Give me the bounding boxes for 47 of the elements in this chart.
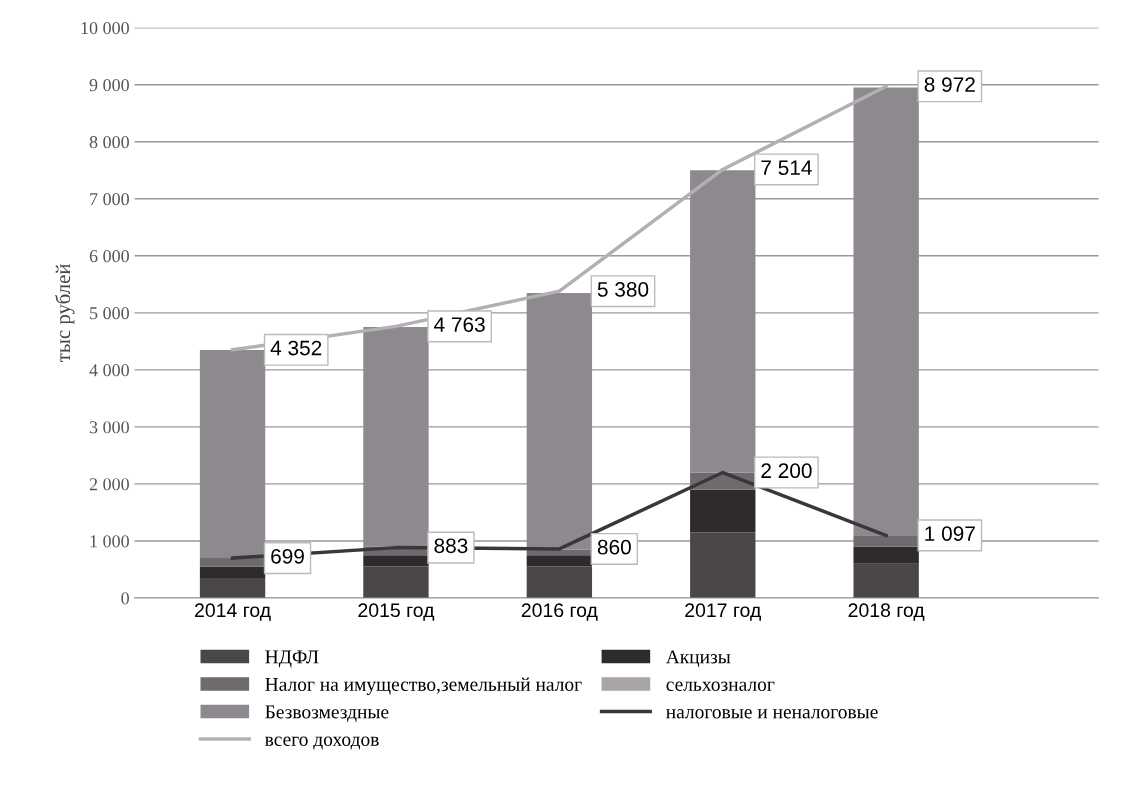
legend-label: всего доходов xyxy=(265,736,379,750)
data-label: 8 972 xyxy=(924,77,975,92)
bar xyxy=(526,566,593,598)
bar xyxy=(526,292,593,550)
y-tick-label: 5 000 xyxy=(90,307,129,320)
data-label: 699 xyxy=(271,548,304,564)
y-tick-label: 0 xyxy=(121,592,129,605)
data-label: 7 514 xyxy=(761,160,812,176)
legend-label: сельхозналог xyxy=(666,681,775,691)
bar xyxy=(363,327,429,547)
y-tick-label: 2 000 xyxy=(89,478,129,491)
y-tick-label: 6 000 xyxy=(89,250,129,263)
x-tick-label: 2015 год xyxy=(358,603,435,621)
bar xyxy=(199,558,266,567)
x-tick-label: 2014 год xyxy=(195,603,271,621)
data-label: 4 763 xyxy=(434,317,485,332)
bar xyxy=(853,87,919,536)
bar xyxy=(690,489,756,533)
bar xyxy=(199,578,266,598)
x-tick-label: 2018 год xyxy=(848,603,925,621)
legend-label: Безвозмездные xyxy=(265,705,389,723)
legend-label: НДФЛ xyxy=(265,650,319,668)
data-label: 5 380 xyxy=(597,282,649,297)
data-label: 4 352 xyxy=(270,340,322,356)
y-tick-label: 3 000 xyxy=(89,421,129,434)
bar xyxy=(363,566,429,598)
legend-label: налоговые и неналоговые xyxy=(666,709,878,719)
y-tick-label: 4 000 xyxy=(89,364,129,377)
x-tick-label: 2016 год xyxy=(521,603,598,621)
data-label: 1 097 xyxy=(925,526,975,541)
y-tick-label: 7 000 xyxy=(90,193,129,206)
data-label: 883 xyxy=(434,538,468,554)
y-axis-title: тыс рублей xyxy=(55,263,75,362)
bar xyxy=(690,170,756,473)
y-tick-label: 9 000 xyxy=(89,79,129,92)
x-tick-label: 2017 год xyxy=(685,603,761,621)
bar xyxy=(690,532,756,598)
legend-label: Налог на имущество,земельный налог xyxy=(265,677,582,695)
legend-label: Акцизы xyxy=(665,650,731,668)
bar xyxy=(199,349,266,559)
data-label: 2 200 xyxy=(761,463,812,479)
y-tick-label: 10 000 xyxy=(81,21,129,35)
data-label: 860 xyxy=(597,539,631,555)
bar xyxy=(853,546,919,564)
y-tick-label: 8 000 xyxy=(89,136,129,149)
y-tick-label: 1 000 xyxy=(90,535,129,548)
bar xyxy=(853,563,919,598)
